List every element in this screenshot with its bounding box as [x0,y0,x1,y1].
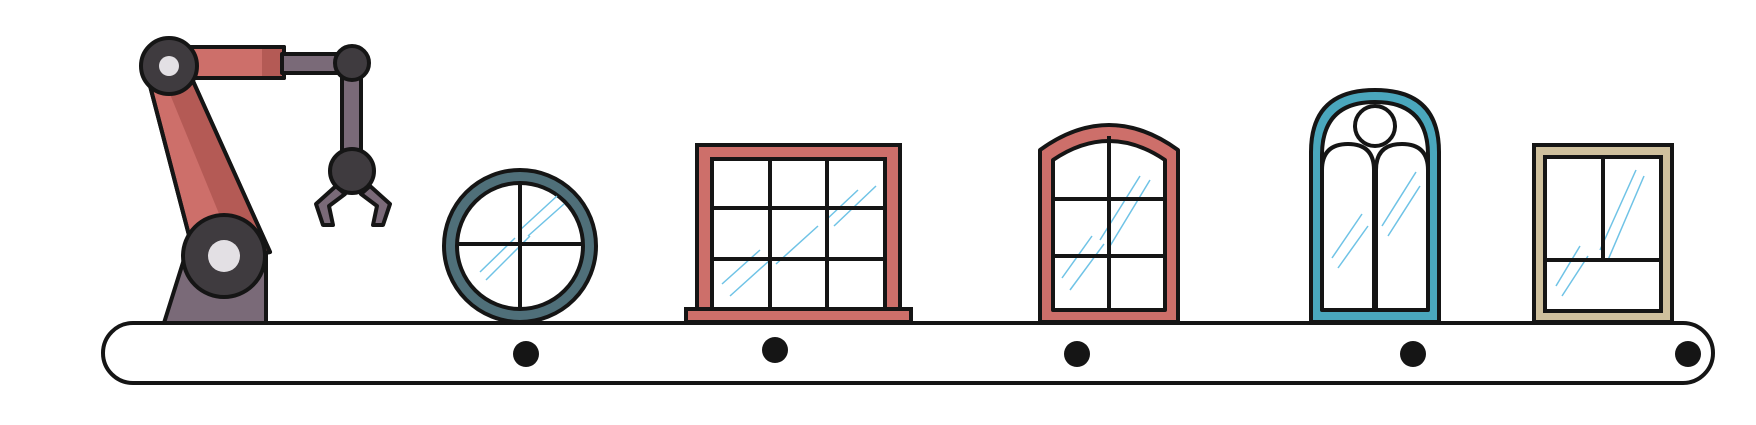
conveyor-belt-icon [101,321,1715,385]
grid-window-icon [684,143,913,324]
gothic-window-icon [1309,88,1441,324]
rectangular-window-icon [1532,143,1674,324]
round-window-icon [442,168,598,324]
grid-window-sill [684,307,913,324]
conveyor-roller [513,341,539,367]
conveyor-roller [1064,341,1090,367]
conveyor-belt-body [101,321,1715,385]
glass-reflection [1331,171,1421,269]
arched-window-icon [1038,123,1180,324]
gripper-joint [328,147,376,195]
robot-arm-elbow-joint [333,44,371,82]
glass-reflection [1061,175,1151,291]
gripper-finger-right [359,184,392,227]
glass-reflection [1555,169,1645,297]
conveyor-roller [1675,341,1701,367]
conveyor-roller [762,337,788,363]
gothic-window-rose [1353,104,1397,148]
robot-arm-icon [139,36,392,325]
conveyor-roller [1400,341,1426,367]
grid-window-glass [710,157,887,312]
gripper-finger-left [314,184,347,227]
